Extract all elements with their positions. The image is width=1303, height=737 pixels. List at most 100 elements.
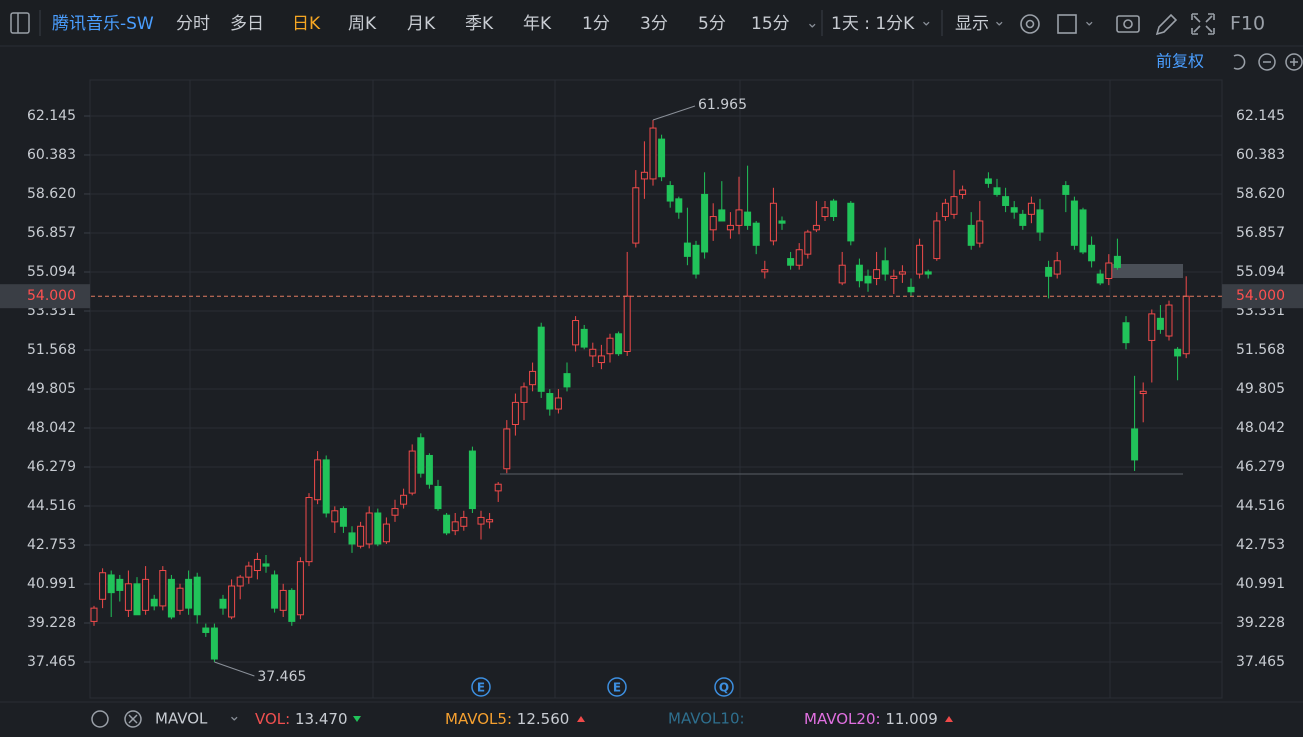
display-menu[interactable]: 显示 [955, 14, 989, 34]
vol: VOL: 13.470 [255, 710, 348, 728]
candle-body [365, 512, 373, 545]
candle-body [658, 138, 666, 178]
y-tick-label-right: 55.094 [1236, 264, 1285, 280]
sidebar-icon[interactable] [10, 12, 30, 34]
period-tab[interactable]: 日K [292, 14, 321, 34]
candle-body [563, 373, 571, 388]
candle-body [537, 326, 545, 392]
candle-body [666, 185, 674, 202]
candle-body [795, 249, 803, 266]
candle-body [443, 514, 451, 534]
period-tab[interactable]: 1分 [582, 14, 610, 34]
period-tab[interactable]: 月K [407, 14, 436, 34]
y-tick-label: 39.228 [27, 615, 76, 631]
chevron[interactable]: ⌄ [1083, 12, 1096, 30]
period-tab[interactable]: 15分 [751, 14, 790, 34]
candle-body [107, 574, 115, 594]
event-label[interactable]: Q [719, 681, 729, 695]
candle-body [726, 224, 734, 231]
candle-body [744, 211, 752, 226]
candle-body [486, 519, 494, 523]
candle-body [417, 437, 425, 474]
candle-body [933, 220, 941, 260]
event-marker[interactable] [607, 677, 627, 697]
period-tab[interactable]: 季K [465, 14, 494, 34]
chevron[interactable]: ⌄ [228, 707, 241, 725]
layout-icon[interactable] [1057, 14, 1077, 34]
candle-body [1010, 207, 1018, 213]
candle-body [993, 187, 1001, 195]
candle-body [787, 258, 795, 266]
zoom-in-plus [1290, 58, 1298, 66]
indicator-settings[interactable] [91, 710, 109, 728]
fullscreen-icon[interactable] [1191, 13, 1215, 35]
candle-body [804, 231, 812, 255]
chevron[interactable]: ⌄ [806, 14, 819, 32]
candle-body [683, 242, 691, 257]
high-annotation: 61.965 [698, 97, 747, 113]
period-tab[interactable]: 周K [348, 14, 377, 34]
settings-icon[interactable] [1020, 14, 1040, 34]
zoom-in-icon[interactable] [1285, 53, 1303, 71]
y-tick-label-right: 60.383 [1236, 147, 1285, 163]
settings-icon-core [1025, 19, 1035, 29]
candle-body [279, 589, 287, 611]
current-price-label: 54.000 [1236, 288, 1285, 304]
candle-body [701, 193, 709, 253]
candle-body [554, 397, 562, 410]
candle-body [245, 565, 253, 578]
candle-body [855, 264, 863, 282]
interval[interactable]: 1天 : 1分K [831, 14, 915, 34]
candle-body [434, 485, 442, 510]
candle-body [649, 127, 657, 180]
candle-body [580, 328, 588, 348]
event-marker[interactable] [471, 677, 491, 697]
candle-body [331, 510, 339, 523]
period-tab[interactable]: 5分 [698, 14, 726, 34]
candle-body [967, 224, 975, 246]
draw-icon[interactable] [1155, 13, 1178, 36]
period-tab[interactable]: 分时 [176, 14, 210, 34]
candle-body [133, 583, 141, 616]
period-tab[interactable]: 年K [523, 14, 552, 34]
stock-name[interactable]: 腾讯音乐-SW [52, 14, 154, 34]
event-label[interactable]: E [613, 681, 621, 695]
candle-body [907, 286, 915, 293]
candle-body [623, 295, 631, 353]
y-tick-label-right: 51.568 [1236, 342, 1285, 358]
candle-body [1079, 209, 1087, 253]
candle-body [572, 320, 580, 346]
indicator-close[interactable] [124, 710, 142, 728]
period-tab[interactable]: 3分 [640, 14, 668, 34]
candle-body [1002, 196, 1010, 206]
adjust-mode[interactable]: 前复权 [1156, 52, 1204, 71]
reset-icon[interactable] [1233, 54, 1246, 70]
camera-icon[interactable] [1116, 15, 1140, 33]
mavol20-label: MAVOL20: [804, 710, 881, 728]
candle-body [477, 516, 485, 525]
candle-body [288, 589, 296, 622]
candle-body [451, 521, 459, 532]
candle-body [408, 450, 416, 494]
y-tick-label-right: 49.805 [1236, 381, 1285, 397]
candle-body [210, 627, 218, 660]
chevron[interactable]: ⌄ [920, 12, 933, 30]
y-tick-label: 46.279 [27, 459, 76, 475]
zoom-out-icon[interactable] [1258, 53, 1276, 71]
candle-body [735, 209, 743, 226]
event-marker[interactable] [714, 677, 734, 697]
chevron[interactable]: ⌄ [993, 12, 1006, 30]
candle-body [959, 189, 967, 195]
event-label[interactable]: E [477, 681, 485, 695]
f10-button[interactable]: F10 [1230, 13, 1265, 35]
y-tick-label: 40.991 [27, 576, 76, 592]
candle-body [271, 574, 279, 609]
y-tick-label-right: 42.753 [1236, 537, 1285, 553]
indicator-name[interactable]: MAVOL [155, 710, 208, 728]
candle-body [1182, 295, 1190, 355]
period-tab[interactable]: 多日 [230, 14, 264, 34]
candle-body [142, 578, 150, 611]
candle-body [167, 578, 175, 618]
y-tick-label-right: 37.465 [1236, 654, 1285, 670]
candle-body [305, 497, 313, 563]
